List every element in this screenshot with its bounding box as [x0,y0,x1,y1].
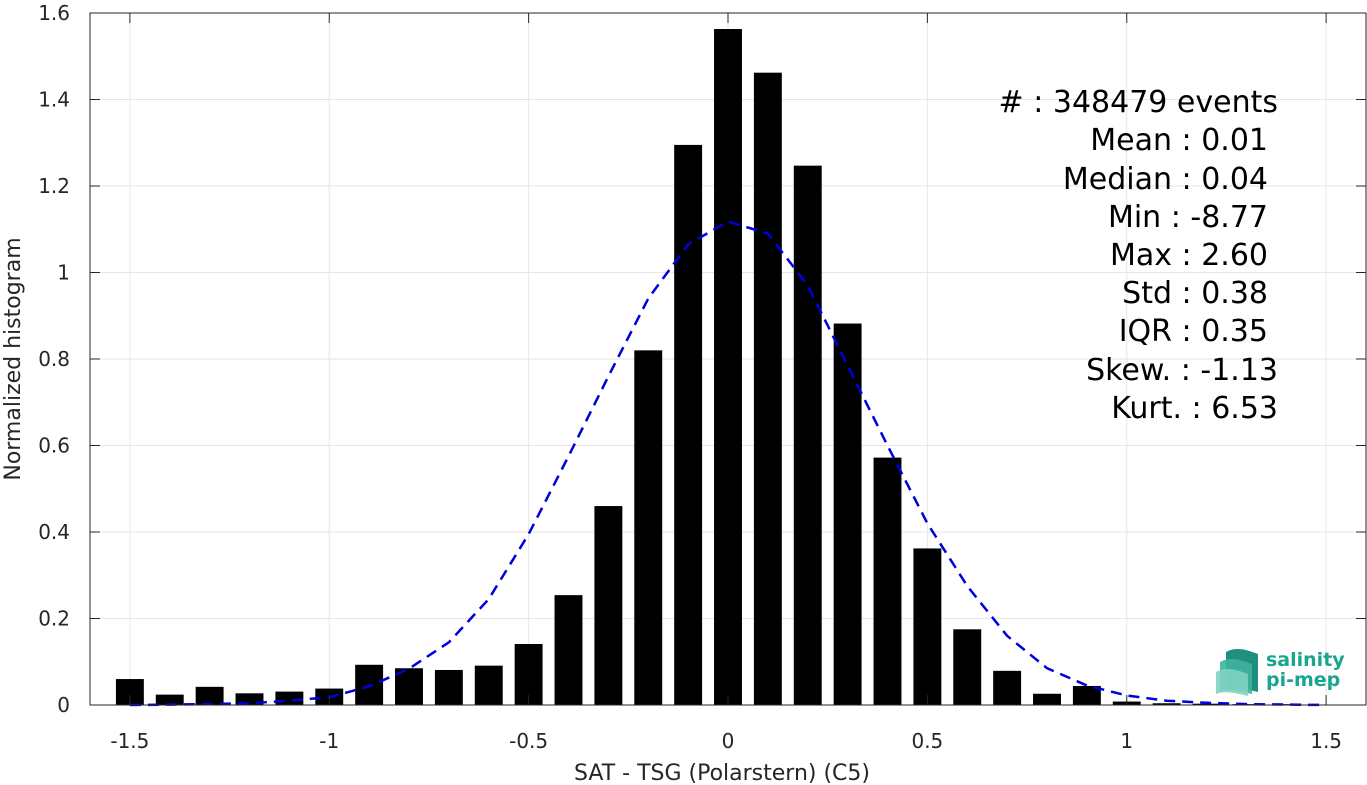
x-tick-label: 1 [1120,729,1133,753]
axis-ticks [90,12,1366,706]
stat-mean: Mean : 0.01 [1090,123,1268,158]
statistics-box: # : 348479 events Mean : 0.01 Median : 0… [999,85,1278,426]
stat-std: Std : 0.38 [1122,276,1268,311]
x-tick-labels: -1.5 -1 -0.5 0 0.5 1 1.5 [110,729,1342,753]
histogram-bar [833,323,862,705]
histogram-bar [514,644,543,705]
histogram-bar [1072,685,1101,705]
histogram-bar [993,670,1022,705]
y-tick-label: 1.4 [38,88,70,112]
stat-kurt: Kurt. : 6.53 [1111,391,1278,426]
y-tick-label: 0.8 [38,347,70,371]
histogram-bar [953,629,982,705]
logo-line1: salinity [1266,649,1345,671]
histogram-bar [1152,703,1181,705]
histogram-bar [235,693,264,705]
y-tick-labels: 0 0.2 0.4 0.6 0.8 1 1.2 1.4 1.6 [38,1,70,717]
histogram-bar [1033,693,1061,705]
histogram-bar [674,144,703,706]
stat-min: Min : -8.77 [1108,200,1268,235]
x-tick-label: -1.5 [110,729,149,753]
y-tick-label: 1.2 [38,174,70,198]
histogram-bar [395,668,423,705]
y-axis-title: Normalized histogram [1,237,26,480]
y-tick-label: 0.2 [38,607,70,631]
histogram-bar [594,506,623,705]
histogram-bar [474,665,503,705]
stat-iqr: IQR : 0.35 [1119,314,1268,349]
stat-median: Median : 0.04 [1063,162,1268,197]
salinity-pimep-logo: salinity pi-mep [1216,648,1345,696]
x-axis-title: SAT - TSG (Polarstern) (C5) [574,761,870,785]
histogram-bars [115,29,1341,706]
stat-events: # : 348479 events [999,85,1278,120]
y-tick-label: 0 [57,693,70,717]
y-tick-label: 0.4 [38,520,70,544]
stat-skew: Skew. : -1.13 [1086,353,1278,388]
histogram-bar [355,664,384,705]
histogram-bar [714,29,742,705]
y-tick-label: 1 [57,261,70,285]
histogram-bar [753,72,782,705]
x-tick-label: -1 [319,729,339,753]
histogram-bar [1192,703,1221,705]
histogram-bar [873,457,902,705]
histogram-bar [634,350,663,705]
y-tick-label: 0.6 [38,434,70,458]
histogram-bar [554,595,583,705]
stat-max: Max : 2.60 [1110,238,1268,273]
histogram-bar [913,548,942,705]
histogram-bar [793,165,822,706]
logo-waves-icon [1216,648,1258,696]
histogram-bar [275,691,304,705]
histogram-bar [195,686,224,705]
x-tick-label: 1.5 [1310,729,1342,753]
x-tick-label: 0.5 [911,729,943,753]
histogram-bar [434,669,463,705]
logo-line2: pi-mep [1266,669,1340,691]
histogram-bar [155,694,184,705]
x-tick-label: 0 [722,729,735,753]
y-tick-label: 1.6 [38,1,70,25]
x-tick-label: -0.5 [509,729,548,753]
